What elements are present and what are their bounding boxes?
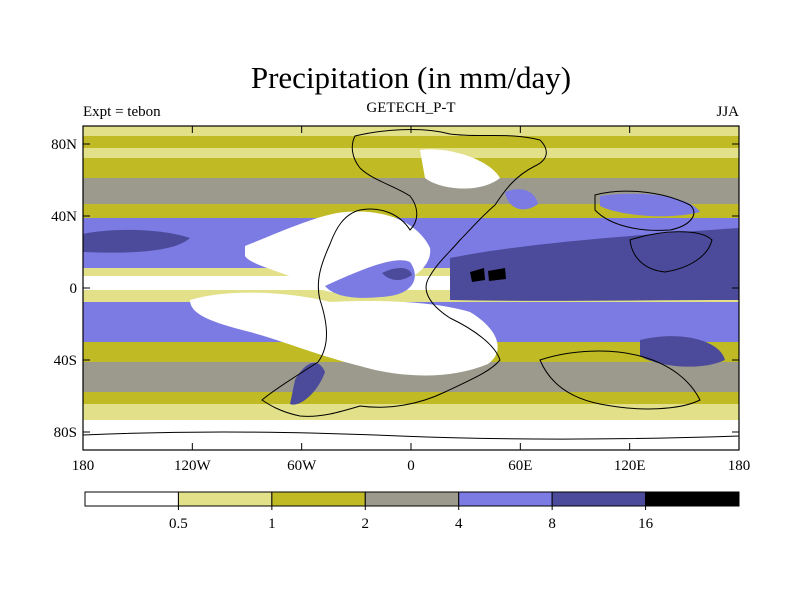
pangea-outline <box>261 129 547 417</box>
tethys-island-outline <box>629 231 713 273</box>
colorbar-swatch <box>271 491 366 507</box>
band-antarctic-light <box>83 404 739 420</box>
peak-max-1 <box>470 268 485 282</box>
lon-tick-label: 60E <box>508 458 532 474</box>
dataset-label: GETECH_P-T <box>366 100 455 116</box>
lon-tick-label: 120E <box>614 458 646 474</box>
east-block-outline <box>594 190 695 231</box>
lat-tick-label: 80S <box>54 425 77 441</box>
colorbar: 0.5 1 2 4 8 16 <box>84 491 740 532</box>
colorbar-swatch <box>84 491 179 507</box>
peak-max-2 <box>488 268 506 281</box>
antarctic-outline <box>83 431 739 440</box>
lon-tick-label: 120W <box>174 458 212 474</box>
southeast-block-outline <box>539 350 701 410</box>
wet-tethys-core <box>382 267 412 281</box>
colorbar-label: 1 <box>268 516 276 532</box>
lat-tick-label: 0 <box>70 281 78 297</box>
season-label: JJA <box>716 104 739 120</box>
colorbar-swatch <box>364 491 460 507</box>
wet-south-coast <box>290 362 325 405</box>
band-n-subtrop <box>83 204 739 218</box>
colorbar-swatch <box>177 491 273 507</box>
chart-title: Precipitation (in mm/day) <box>251 60 571 95</box>
band-arctic-1to2 <box>83 136 739 148</box>
wet-southeast <box>640 336 725 367</box>
lon-tick-label: 60W <box>287 458 317 474</box>
experiment-label: Expt = tebon <box>83 104 161 120</box>
lon-tick-label: 180 <box>728 458 751 474</box>
colorbar-swatch <box>551 491 647 507</box>
dry-north-high <box>420 149 500 189</box>
colorbar-label: 16 <box>638 516 654 532</box>
band-n-midlat-1to2 <box>83 158 739 178</box>
axes: 80N 40N 0 40S 80S 180 120W 60W 0 60E 120E 180 <box>51 126 750 474</box>
wet-east-asia <box>600 193 700 217</box>
lat-tick-label: 80N <box>51 137 77 153</box>
lon-tick-label: 0 <box>407 458 415 474</box>
colorbar-label: 2 <box>362 516 370 532</box>
lat-tick-label: 40S <box>54 353 77 369</box>
core-tethys <box>450 228 739 301</box>
colorbar-swatch <box>645 491 740 507</box>
colorbar-label: 4 <box>455 516 463 532</box>
lon-tick-label: 180 <box>72 458 95 474</box>
lat-tick-label: 40N <box>51 209 77 225</box>
colorbar-swatch <box>458 491 553 507</box>
band-s-highlat <box>83 392 739 404</box>
core-west-pacific <box>83 229 190 253</box>
colorbar-label: 0.5 <box>169 516 188 532</box>
dry-south-pangea <box>190 292 498 376</box>
wet-north-east <box>505 189 538 210</box>
colorbar-label: 8 <box>548 516 556 532</box>
precipitation-field <box>83 126 739 450</box>
